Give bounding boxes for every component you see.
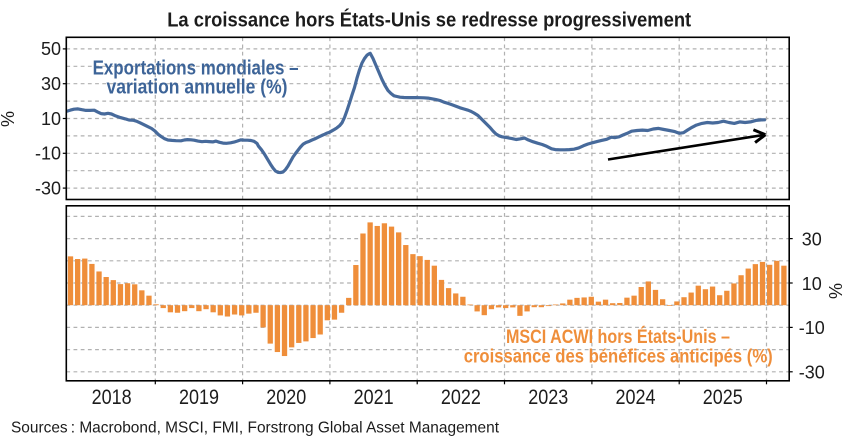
svg-text:-30: -30 bbox=[35, 178, 61, 198]
svg-text:2021: 2021 bbox=[354, 386, 394, 409]
svg-text:Exportations mondiales –: Exportations mondiales – bbox=[93, 58, 299, 80]
svg-text:2018: 2018 bbox=[92, 386, 132, 409]
svg-text:2020: 2020 bbox=[266, 386, 306, 409]
svg-text:50: 50 bbox=[41, 39, 61, 59]
svg-text:-10: -10 bbox=[35, 144, 61, 164]
svg-text:%: % bbox=[825, 283, 845, 299]
svg-text:La croissance hors États-Unis: La croissance hors États-Unis se redress… bbox=[167, 9, 691, 32]
svg-text:2024: 2024 bbox=[616, 386, 656, 409]
svg-text:croissance des bénéfices antic: croissance des bénéfices anticipés (%) bbox=[464, 346, 773, 368]
svg-text:%: % bbox=[0, 111, 18, 127]
svg-text:2022: 2022 bbox=[441, 386, 481, 409]
svg-text:2023: 2023 bbox=[528, 386, 568, 409]
svg-text:Sources : Macrobond, MSCI, FMI: Sources : Macrobond, MSCI, FMI, Forstron… bbox=[11, 419, 500, 436]
svg-text:30: 30 bbox=[41, 74, 61, 94]
svg-text:2025: 2025 bbox=[703, 386, 743, 409]
svg-text:10: 10 bbox=[802, 274, 822, 294]
svg-text:2019: 2019 bbox=[179, 386, 219, 409]
svg-text:-10: -10 bbox=[799, 318, 825, 338]
svg-text:10: 10 bbox=[41, 109, 61, 129]
svg-text:30: 30 bbox=[802, 229, 822, 249]
svg-text:-30: -30 bbox=[799, 363, 825, 383]
svg-text:MSCI ACWI hors États-Unis –: MSCI ACWI hors États-Unis – bbox=[506, 325, 730, 348]
svg-text:variation annuelle (%): variation annuelle (%) bbox=[107, 77, 288, 99]
